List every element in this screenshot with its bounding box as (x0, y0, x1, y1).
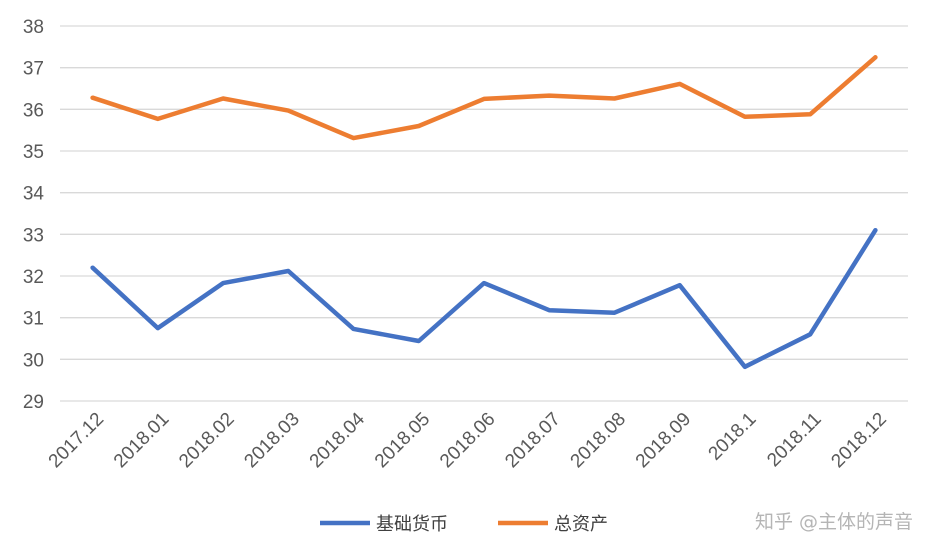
y-tick-label: 34 (23, 184, 45, 205)
x-axis-tick-labels: 2017.12 2018.01 2018.02 2018.03 2018.04 2018.… (45, 408, 891, 472)
x-tick-label: 2018.08 (567, 409, 630, 472)
y-axis-tick-labels: 29 30 31 32 33 34 35 36 37 38 (23, 17, 45, 413)
series-line-1 (90, 55, 878, 141)
x-tick-label: 2017.12 (45, 409, 108, 472)
legend-label-0: 基础货币 (376, 514, 448, 535)
x-tick-label: 2018.04 (306, 408, 370, 472)
x-tick-label: 2018.05 (371, 409, 434, 472)
x-tick-label: 2018.01 (110, 409, 173, 472)
y-tick-label: 33 (23, 225, 44, 246)
x-tick-label: 2018.1 (705, 409, 761, 465)
y-tick-label: 35 (23, 142, 44, 163)
y-tick-label: 36 (23, 100, 44, 121)
series-line-0 (90, 227, 878, 370)
x-tick-label: 2018.11 (763, 409, 825, 471)
y-tick-label: 37 (23, 59, 44, 80)
x-tick-label: 2018.07 (501, 409, 564, 472)
gridlines (60, 25, 908, 402)
x-tick-label: 2018.12 (828, 409, 891, 472)
y-tick-label: 38 (23, 17, 44, 38)
x-tick-label: 2018.06 (436, 409, 499, 472)
x-tick-label: 2018.09 (632, 409, 695, 472)
legend: 基础货币 总资产 (320, 514, 608, 535)
series-lines (90, 55, 878, 370)
legend-label-1: 总资产 (554, 514, 608, 535)
y-tick-label: 31 (23, 309, 44, 330)
x-tick-label: 2018.03 (240, 409, 303, 472)
y-tick-label: 29 (23, 392, 44, 413)
y-tick-label: 32 (23, 267, 44, 288)
y-tick-label: 30 (23, 350, 44, 371)
x-tick-label: 2018.02 (175, 409, 238, 472)
watermark: 知乎 @主体的声音 (754, 511, 913, 533)
